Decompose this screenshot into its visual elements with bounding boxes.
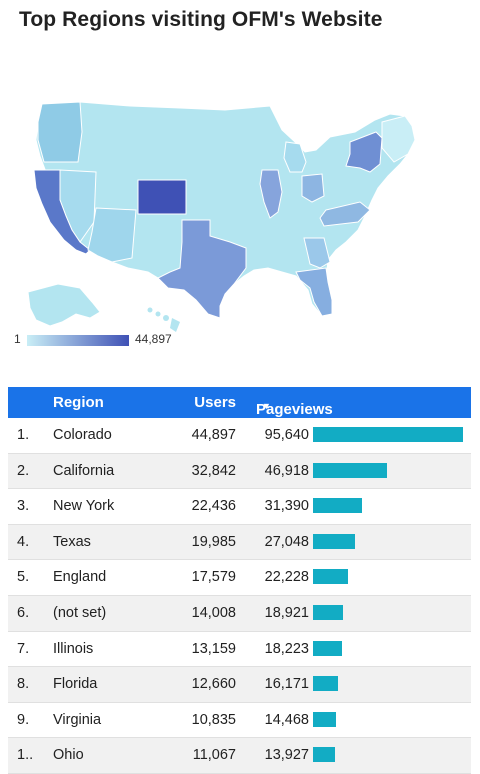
regions-table: Region Users Pageviews ▼ 1. Colorado 44,897… [8, 387, 471, 774]
table-row[interactable]: 6. (not set) 14,008 18,921 [8, 595, 471, 632]
alaska-shape [27, 283, 101, 327]
table-body: 1. Colorado 44,897 95,640 2. California 32,842… [8, 418, 471, 774]
row-pageviews: 18,921 [264, 604, 309, 621]
row-region: Illinois [53, 640, 94, 657]
row-rank: 2. [17, 462, 30, 479]
table-row[interactable]: 3. New York 22,436 31,390 [8, 489, 471, 525]
row-users: 22,436 [191, 498, 236, 515]
sort-down-icon: ▼ [262, 401, 271, 411]
row-rank: 6. [17, 604, 30, 621]
row-pageviews: 16,171 [264, 676, 309, 693]
region-virginia[interactable] [319, 201, 371, 227]
row-region: Florida [53, 676, 98, 693]
header-users[interactable]: Users [194, 394, 236, 411]
table-row[interactable]: 7. Illinois 13,159 18,223 [8, 632, 471, 668]
pageviews-bar [313, 676, 339, 692]
region-colorado[interactable] [137, 179, 187, 215]
legend-min-label: 1 [14, 332, 21, 346]
row-region: England [53, 569, 107, 586]
row-users: 14,008 [191, 604, 236, 621]
chart-title: Top Regions visiting OFM's Website [19, 8, 383, 31]
row-region: New York [53, 498, 115, 515]
row-users: 19,985 [191, 533, 236, 550]
region-texas[interactable] [157, 219, 247, 319]
us-map[interactable] [20, 92, 440, 337]
row-rank: 1. [17, 427, 30, 443]
row-rank: 7. [17, 640, 30, 657]
region-washington-oregon[interactable] [37, 101, 83, 163]
row-rank: 8. [17, 676, 30, 693]
pageviews-bar [313, 747, 335, 763]
table-row[interactable]: 4. Texas 19,985 27,048 [8, 524, 471, 561]
table-row[interactable]: 1. Colorado 44,897 95,640 [8, 418, 471, 454]
region-florida[interactable] [295, 267, 333, 317]
row-region: (not set) [53, 604, 107, 621]
table-row[interactable]: 9. Virginia 10,835 14,468 [8, 703, 471, 739]
row-users: 11,067 [192, 747, 236, 764]
legend-max-label: 44,897 [135, 332, 172, 346]
pageviews-bar [313, 462, 387, 478]
row-rank: 4. [17, 533, 30, 550]
table-row[interactable]: 2. California 32,842 46,918 [8, 453, 471, 490]
pageviews-bar [313, 427, 463, 442]
row-pageviews: 13,927 [264, 747, 309, 764]
row-rank: 1... [17, 747, 33, 764]
region-new-york[interactable] [345, 131, 383, 173]
table-header: Region Users Pageviews ▼ [8, 387, 471, 418]
row-rank: 9. [17, 711, 30, 728]
row-region: Ohio [53, 747, 84, 764]
pageviews-bar [313, 498, 363, 514]
row-users: 13,159 [191, 640, 236, 657]
row-region: California [53, 462, 115, 479]
row-pageviews: 14,468 [264, 711, 309, 728]
color-legend: 1 44,897 [12, 331, 182, 349]
pageviews-bar [313, 640, 342, 656]
row-region: Texas [53, 533, 91, 550]
region-california[interactable] [33, 169, 91, 255]
row-users: 32,842 [191, 462, 236, 479]
table-row[interactable]: 8. Florida 12,660 16,171 [8, 667, 471, 703]
table-row[interactable]: 1... Ohio 11,067 13,927 [8, 738, 471, 774]
region-georgia[interactable] [303, 237, 331, 269]
row-pageviews: 95,640 [264, 427, 309, 443]
row-rank: 5. [17, 569, 30, 586]
row-pageviews: 31,390 [264, 498, 309, 515]
region-illinois[interactable] [259, 169, 283, 219]
row-pageviews: 27,048 [264, 533, 309, 550]
table-row[interactable]: 5. England 17,579 22,228 [8, 560, 471, 596]
row-rank: 3. [17, 498, 30, 515]
row-pageviews: 46,918 [264, 462, 309, 479]
pageviews-bar [313, 711, 336, 727]
hawaii-shapes [147, 307, 180, 332]
row-users: 10,835 [191, 711, 236, 728]
region-arizona[interactable] [87, 207, 137, 263]
header-pageviews-label: Pageviews [256, 401, 333, 418]
row-pageviews: 18,223 [264, 640, 309, 657]
header-region[interactable]: Region [53, 394, 104, 411]
region-new-england[interactable] [381, 115, 416, 163]
region-ohio[interactable] [301, 173, 325, 203]
pageviews-bar [313, 604, 343, 620]
row-users: 17,579 [191, 569, 236, 586]
row-region: Virginia [53, 711, 102, 728]
pageviews-bar [313, 533, 356, 549]
row-pageviews: 22,228 [264, 569, 309, 586]
region-michigan[interactable] [283, 141, 307, 173]
row-users: 12,660 [191, 676, 236, 693]
row-users: 44,897 [191, 427, 236, 443]
legend-gradient-bar [27, 335, 129, 346]
row-region: Colorado [53, 427, 112, 443]
pageviews-bar [313, 569, 348, 585]
